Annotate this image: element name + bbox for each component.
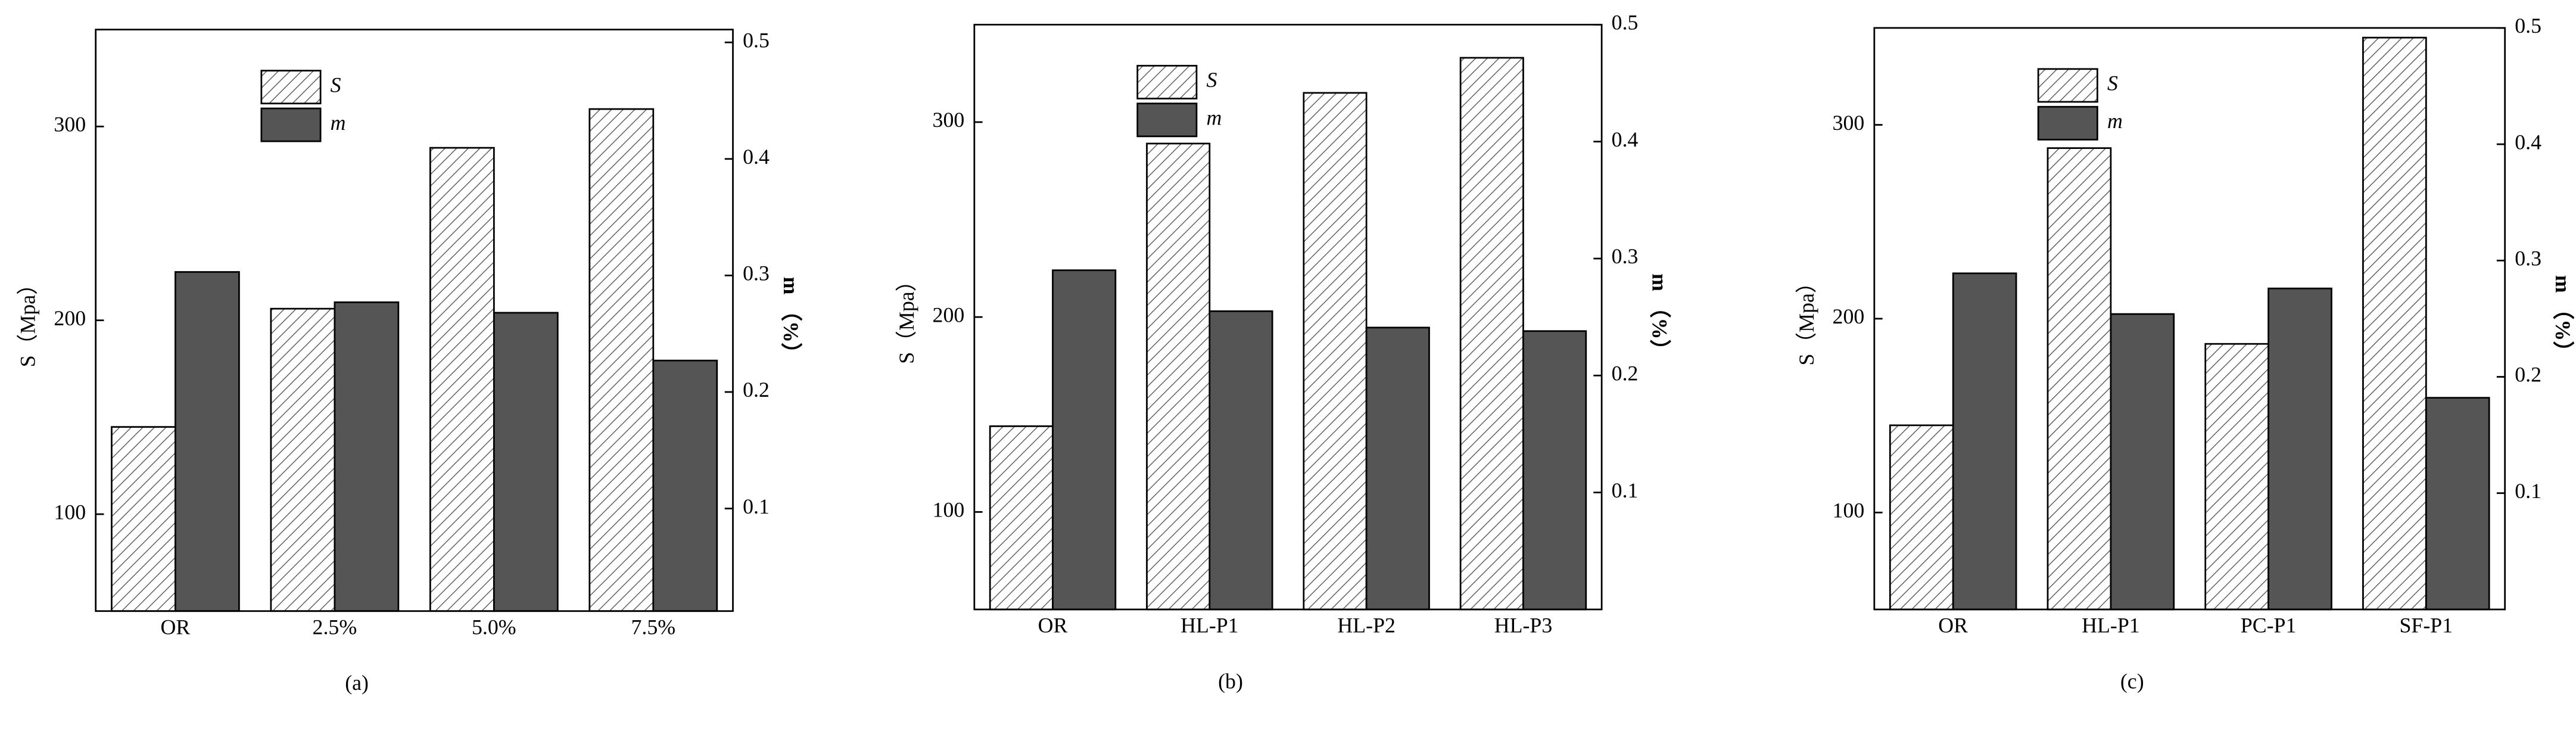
- legend-label: S: [331, 73, 341, 97]
- legend-swatch: [260, 70, 322, 105]
- bar: [1303, 92, 1368, 611]
- x-tick-label: OR: [1038, 614, 1068, 637]
- y2-tick-label: 0.5: [1612, 11, 1639, 35]
- x-tick-label: 5.0%: [472, 615, 516, 639]
- legend-label: m: [331, 111, 346, 135]
- bar: [270, 307, 336, 612]
- y-tick-label: 300: [933, 108, 965, 132]
- bar: [111, 426, 176, 612]
- y-axis-label: S（Mpa）: [16, 273, 40, 367]
- y2-tick-label: 0.4: [2515, 130, 2541, 154]
- bar: [1952, 272, 2017, 611]
- y-tick-label: 100: [54, 500, 86, 524]
- plot-frame: [1873, 27, 2506, 611]
- y-axis-label: S（Mpa）: [1795, 272, 1818, 365]
- bar: [429, 147, 495, 612]
- bar: [1052, 269, 1117, 611]
- y2-tick-label: 0.1: [743, 494, 770, 518]
- legend-label: S: [2107, 71, 2118, 95]
- y-tick-label: 300: [1833, 111, 1865, 135]
- y2-tick-label: 0.2: [1612, 362, 1639, 385]
- x-tick-label: HL-P2: [1337, 614, 1396, 637]
- x-tick-label: OR: [161, 615, 191, 639]
- y-tick-label: 200: [54, 306, 86, 330]
- x-tick-label: SF-P1: [2399, 614, 2453, 637]
- x-tick-label: HL-P1: [2082, 614, 2140, 637]
- bar: [652, 359, 718, 612]
- bar: [1146, 142, 1211, 611]
- y-tick-label: 100: [933, 498, 965, 522]
- y2-axis-label: m （%）: [779, 277, 803, 364]
- bar: [1889, 424, 1954, 611]
- x-tick-label: HL-P1: [1180, 614, 1239, 637]
- bar: [2110, 313, 2175, 611]
- plot-frame: [95, 29, 734, 612]
- bar: [2204, 343, 2269, 611]
- x-tick-label: 2.5%: [313, 615, 357, 639]
- legend-swatch: [2037, 105, 2098, 141]
- x-tick-label: 7.5%: [631, 615, 675, 639]
- legend-swatch: [1136, 102, 1198, 138]
- bar: [493, 312, 559, 612]
- panel-label: (a): [345, 671, 369, 695]
- y-axis-label: S（Mpa）: [895, 270, 918, 364]
- y2-axis-label: m （%）: [1648, 273, 1672, 360]
- legend-swatch: [2037, 68, 2098, 103]
- y2-tick-label: 0.3: [1612, 244, 1639, 268]
- y2-tick-label: 0.2: [743, 378, 770, 402]
- y2-tick-label: 0.1: [2515, 479, 2541, 503]
- bar: [1365, 326, 1430, 611]
- legend-swatch: [1136, 64, 1198, 99]
- y2-tick-label: 0.3: [2515, 247, 2541, 270]
- bar: [2425, 397, 2490, 611]
- legend-label: m: [2107, 109, 2123, 133]
- y-tick-label: 200: [933, 303, 965, 326]
- bar: [989, 425, 1054, 611]
- bar: [1208, 310, 1273, 611]
- panel-label: (b): [1218, 669, 1243, 693]
- legend-label: S: [1207, 68, 1217, 92]
- y2-tick-label: 0.4: [1612, 127, 1639, 151]
- bar: [1459, 57, 1524, 611]
- y2-tick-label: 0.4: [743, 145, 770, 169]
- x-tick-label: HL-P3: [1494, 614, 1553, 637]
- y2-tick-label: 0.2: [2515, 363, 2541, 387]
- x-tick-label: PC-P1: [2241, 614, 2297, 637]
- x-tick-label: OR: [1938, 614, 1968, 637]
- plot-frame: [973, 23, 1603, 611]
- bar: [2362, 36, 2427, 611]
- bar: [1522, 330, 1587, 611]
- bar: [175, 271, 240, 612]
- y2-axis-label: m （%）: [2551, 275, 2575, 362]
- bar: [588, 108, 655, 612]
- y2-tick-label: 0.3: [743, 262, 770, 285]
- bar: [334, 301, 400, 612]
- panel-label: (c): [2120, 669, 2144, 693]
- y2-tick-label: 0.5: [2515, 14, 2541, 38]
- y2-tick-label: 0.1: [1612, 478, 1639, 502]
- y-tick-label: 200: [1833, 304, 1865, 328]
- y-tick-label: 100: [1833, 498, 1865, 522]
- legend-label: m: [1207, 106, 1222, 130]
- y-tick-label: 300: [54, 113, 86, 136]
- y2-tick-label: 0.5: [743, 28, 770, 52]
- bar: [2267, 287, 2332, 611]
- legend-swatch: [260, 107, 322, 142]
- bar: [2047, 147, 2112, 611]
